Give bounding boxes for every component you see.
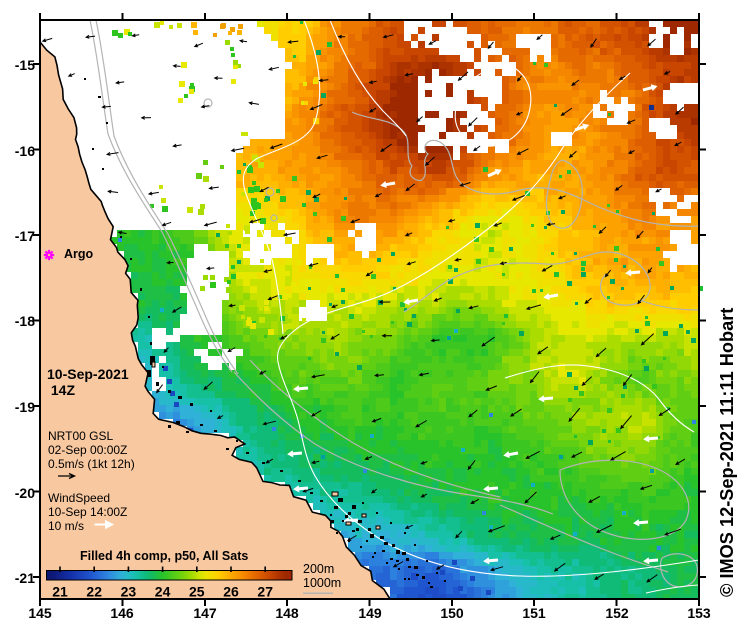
svg-text:27: 27 — [257, 584, 273, 600]
svg-text:24: 24 — [155, 584, 171, 600]
svg-text:23: 23 — [121, 584, 137, 600]
svg-text:21: 21 — [52, 584, 68, 600]
svg-text:22: 22 — [86, 584, 102, 600]
svg-text:25: 25 — [189, 584, 205, 600]
svg-text:26: 26 — [223, 584, 239, 600]
